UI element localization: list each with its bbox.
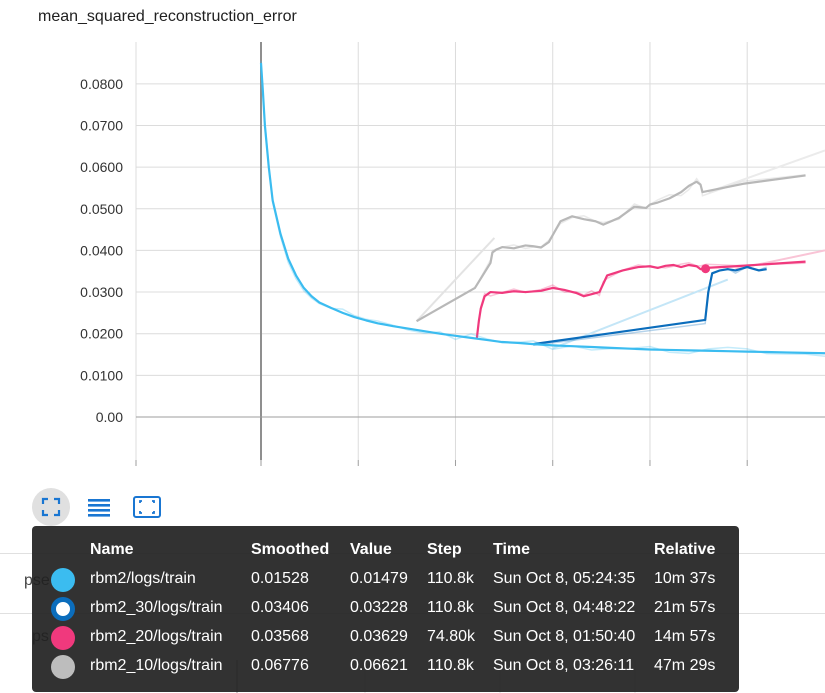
row-value: 0.03629 bbox=[350, 628, 408, 645]
y-tick-label: 0.0600 bbox=[80, 159, 123, 175]
y-tick-label: 0.0200 bbox=[80, 326, 123, 342]
row-smoothed: 0.03568 bbox=[251, 628, 309, 645]
tooltip-row: rbm2/logs/train 0.01528 0.01479 110.8k S… bbox=[32, 568, 739, 599]
row-smoothed: 0.06776 bbox=[251, 657, 309, 674]
row-time: Sun Oct 8, 01:50:40 bbox=[493, 628, 636, 645]
y-tick-label: 0.0800 bbox=[80, 76, 123, 92]
row-relative: 14m 57s bbox=[654, 628, 716, 645]
series-line bbox=[475, 260, 806, 338]
header-relative: Relative bbox=[654, 541, 716, 558]
fit-screen-icon bbox=[133, 496, 161, 518]
row-relative: 21m 57s bbox=[654, 599, 716, 616]
y-tick-label: 0.0100 bbox=[80, 367, 123, 383]
data-tooltip: Name Smoothed Value Step Time Relative r… bbox=[32, 526, 739, 692]
row-name: rbm2/logs/train bbox=[90, 570, 196, 587]
chart-toolbar bbox=[32, 488, 166, 526]
row-step: 110.8k bbox=[427, 599, 474, 616]
fit-domain-button[interactable] bbox=[32, 488, 70, 526]
row-time: Sun Oct 8, 03:26:11 bbox=[493, 657, 635, 674]
row-time: Sun Oct 8, 05:24:35 bbox=[493, 570, 636, 587]
row-name: rbm2_20/logs/train bbox=[90, 628, 223, 645]
tooltip-row: rbm2_10/logs/train 0.06776 0.06621 110.8… bbox=[32, 655, 739, 686]
header-time: Time bbox=[493, 541, 531, 558]
raw-series-line bbox=[260, 60, 825, 357]
y-tick-label: 0.0400 bbox=[80, 242, 123, 258]
row-time: Sun Oct 8, 04:48:22 bbox=[493, 599, 636, 616]
row-relative: 47m 29s bbox=[654, 657, 716, 674]
series-swatch-icon bbox=[51, 626, 75, 650]
header-name: Name bbox=[90, 541, 134, 558]
line-chart[interactable]: 0.00 0.0100 0.0200 0.0300 0.0400 0.0500 0.0600… bbox=[0, 0, 825, 490]
header-step: Step bbox=[427, 541, 462, 558]
series-swatch-icon bbox=[51, 655, 75, 679]
series-line bbox=[416, 174, 806, 323]
header-value: Value bbox=[350, 541, 392, 558]
header-smoothed: Smoothed bbox=[251, 541, 330, 558]
series-line bbox=[533, 265, 767, 346]
row-relative: 10m 37s bbox=[654, 570, 716, 587]
row-step: 74.80k bbox=[427, 628, 476, 645]
raw-series-line bbox=[476, 262, 806, 339]
ghost-line bbox=[415, 237, 496, 322]
y-tick-label: 0.0500 bbox=[80, 201, 123, 217]
row-value: 0.03228 bbox=[350, 599, 408, 616]
series-line bbox=[259, 62, 825, 355]
row-smoothed: 0.03406 bbox=[251, 599, 309, 616]
y-tick-label: 0.0300 bbox=[80, 284, 123, 300]
y-tick-label: 0.0700 bbox=[80, 117, 123, 133]
tooltip-row: rbm2_30/logs/train 0.03406 0.03228 110.8… bbox=[32, 597, 739, 628]
row-value: 0.01479 bbox=[350, 570, 408, 587]
toggle-log-button[interactable] bbox=[80, 488, 118, 526]
row-step: 110.8k bbox=[427, 657, 474, 674]
highlight-point bbox=[701, 264, 711, 274]
row-name: rbm2_10/logs/train bbox=[90, 657, 223, 674]
row-step: 110.8k bbox=[427, 570, 474, 587]
chart-card: mean_squared_reconstruction_error bbox=[6, 0, 825, 553]
series-swatch-icon bbox=[51, 597, 75, 621]
row-value: 0.06621 bbox=[350, 657, 408, 674]
menu-lines-icon bbox=[88, 499, 110, 517]
series-swatch-icon bbox=[51, 568, 75, 592]
ghost-line bbox=[707, 149, 825, 194]
fit-data-button[interactable] bbox=[128, 488, 166, 526]
row-name: rbm2_30/logs/train bbox=[90, 599, 223, 616]
fullscreen-icon bbox=[41, 497, 61, 517]
y-tick-label: 0.00 bbox=[96, 409, 123, 425]
chart-title: mean_squared_reconstruction_error bbox=[38, 8, 297, 25]
tooltip-row: rbm2_20/logs/train 0.03568 0.03629 74.80… bbox=[32, 626, 739, 657]
row-smoothed: 0.01528 bbox=[251, 570, 309, 587]
